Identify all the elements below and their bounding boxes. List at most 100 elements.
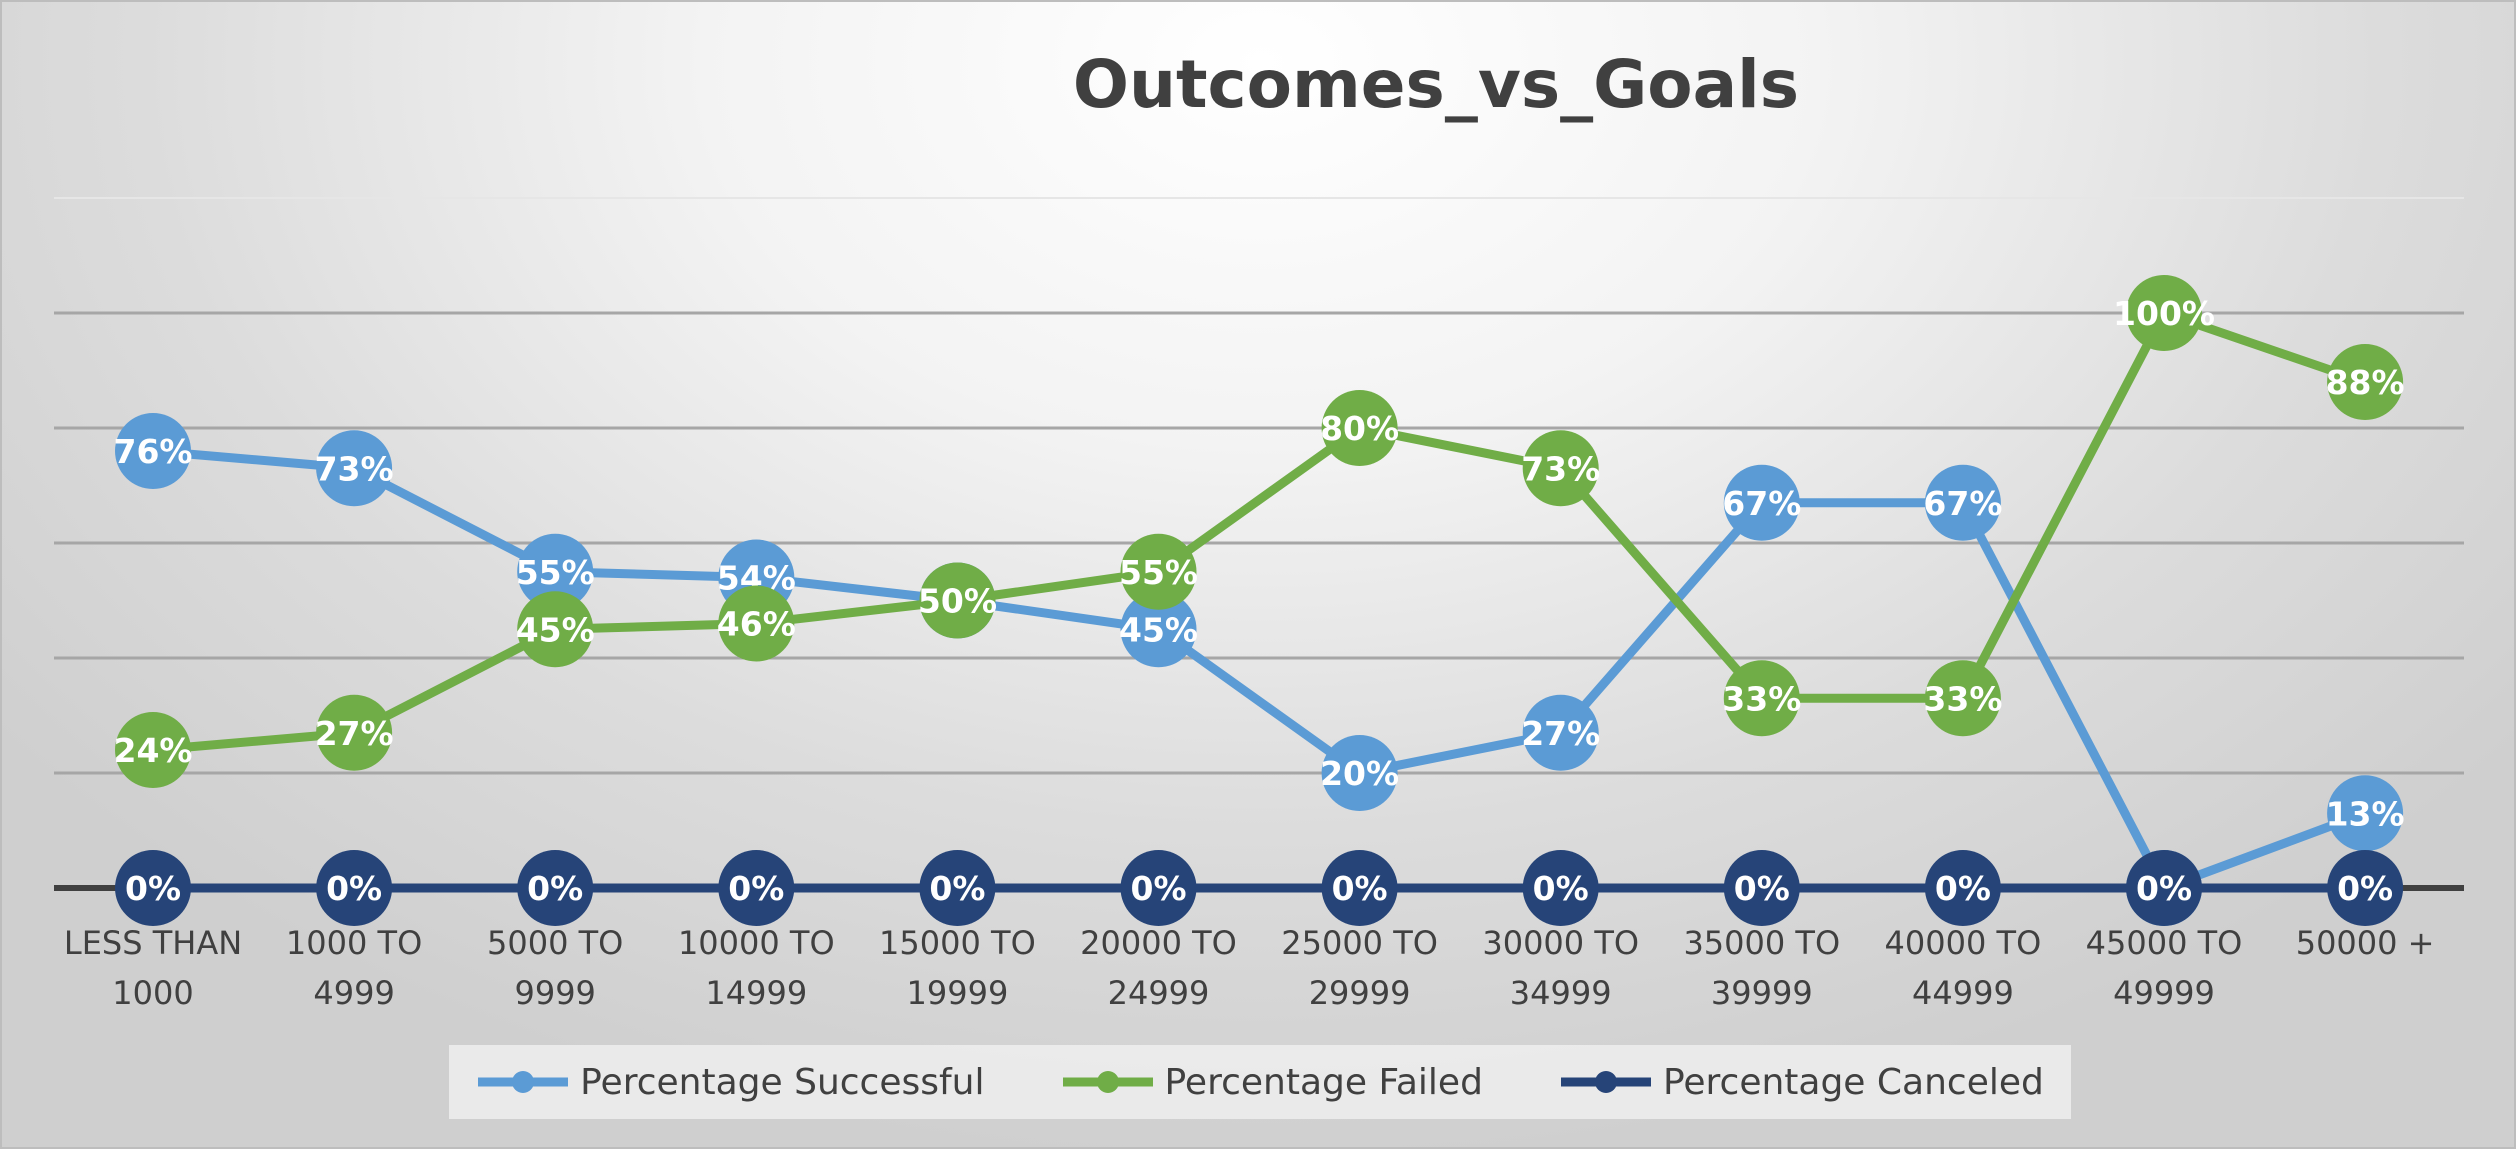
data-point xyxy=(718,585,795,662)
data-point xyxy=(1924,850,2001,926)
x-tick-label-line: 4999 xyxy=(313,974,394,1012)
legend-swatch xyxy=(478,1071,569,1093)
x-tick-label-line: 5000 TO xyxy=(487,924,623,962)
data-label: 33% xyxy=(1722,679,1801,718)
data-point xyxy=(517,850,594,926)
data-point xyxy=(1522,430,1599,507)
x-tick-label: 5000 TO 9999 xyxy=(487,924,623,1012)
x-tick-labels: LESS THAN 1000 1000 TO 4999 5000 TO 9999 10000… xyxy=(64,924,2435,1012)
plot-area: LESS THAN 1000 1000 TO 4999 5000 TO 9999 10000… xyxy=(54,197,2464,1012)
data-point xyxy=(1723,850,1800,926)
legend-entry: Percentage Failed xyxy=(1061,1062,1483,1103)
x-tick-label: 15000 TO 19999 xyxy=(879,924,1036,1012)
data-label: 0% xyxy=(527,869,583,908)
data-point xyxy=(517,591,594,668)
data-point xyxy=(115,413,191,489)
legend-swatch xyxy=(1062,1071,1153,1093)
x-tick-label-line: 19999 xyxy=(907,974,1009,1012)
legend-swatch-marker xyxy=(512,1071,535,1093)
x-tick-label-line: 10000 TO xyxy=(678,924,835,962)
data-point xyxy=(1120,850,1197,926)
series-percentage-successful: 76%73%55%54%50%45%20%27%67%67%0%13% xyxy=(114,413,2405,926)
x-tick-label-line: 34999 xyxy=(1510,974,1612,1012)
data-label: 0% xyxy=(929,869,985,908)
data-label: 0% xyxy=(1332,869,1388,908)
x-tick-label-line: 9999 xyxy=(514,974,595,1012)
data-label: 0% xyxy=(1935,869,1991,908)
x-tick-label: 30000 TO 34999 xyxy=(1482,924,1639,1012)
data-label: 27% xyxy=(1521,714,1600,753)
x-tick-label-line: LESS THAN xyxy=(64,924,242,962)
data-point xyxy=(1522,694,1599,771)
x-tick-label: 20000 TO 24999 xyxy=(1080,924,1237,1012)
data-label: 67% xyxy=(1722,484,1801,523)
series-percentage-canceled: 0% 0% 0% 0% 0% 0% 0% 0% 0% 0% 0% 0% xyxy=(115,850,2404,926)
data-label: 0% xyxy=(1533,869,1589,908)
legend: Percentage Successful Percentage Failed Pe… xyxy=(449,1045,2071,1119)
data-label: 0% xyxy=(1130,869,1186,908)
data-label: 27% xyxy=(315,714,394,753)
x-tick-label-line: 1000 TO xyxy=(286,924,422,962)
data-label: 45% xyxy=(1119,610,1198,649)
data-point xyxy=(316,694,393,771)
data-point xyxy=(517,533,594,610)
x-tick-label: 45000 TO 49999 xyxy=(2086,924,2243,1012)
data-point xyxy=(2327,344,2404,420)
data-point xyxy=(1120,591,1197,668)
data-label: 55% xyxy=(516,553,595,592)
data-label: 73% xyxy=(1521,449,1600,488)
series-percentage-failed: 24% 27% 45% 46% 50% 55% 80% 73% 33% 33% 100% 88% xyxy=(114,275,2405,788)
data-label: 0% xyxy=(2136,869,2192,908)
x-tick-label-line: 30000 TO xyxy=(1482,924,1639,962)
x-tick-label-line: 1000 xyxy=(112,974,193,1012)
data-point xyxy=(1321,390,1398,466)
data-label: 33% xyxy=(1923,679,2002,718)
data-point xyxy=(1522,850,1599,926)
x-tick-label-line: 39999 xyxy=(1711,974,1813,1012)
data-label: 45% xyxy=(516,610,595,649)
data-label: 13% xyxy=(2326,794,2405,833)
data-point xyxy=(1321,735,1398,811)
x-tick-label: 1000 TO 4999 xyxy=(286,924,422,1012)
x-tick-label-line: 40000 TO xyxy=(1885,924,2042,962)
legend-swatch-marker xyxy=(1096,1071,1119,1093)
data-point xyxy=(316,850,393,926)
x-tick-label-line: 45000 TO xyxy=(2086,924,2243,962)
x-tick-label: 35000 TO 39999 xyxy=(1683,924,1840,1012)
x-tick-label-line: 29999 xyxy=(1309,974,1411,1012)
data-label: 0% xyxy=(1734,869,1790,908)
x-tick-label-line: 49999 xyxy=(2113,974,2215,1012)
x-tick-label-line: 20000 TO xyxy=(1080,924,1237,962)
data-label: 24% xyxy=(114,731,193,770)
data-label: 50% xyxy=(918,582,997,621)
data-point xyxy=(1723,660,1800,737)
legend-label: Percentage Failed xyxy=(1164,1061,1483,1103)
data-label: 0% xyxy=(125,869,181,908)
x-tick-label: LESS THAN 1000 xyxy=(64,924,242,1012)
x-tick-label: 40000 TO 44999 xyxy=(1885,924,2042,1012)
x-tick-label-line: 35000 TO xyxy=(1683,924,1840,962)
x-tick-label: 50000 + xyxy=(2296,924,2435,962)
data-label: 0% xyxy=(2337,869,2393,908)
data-point xyxy=(1120,533,1197,610)
data-label: 73% xyxy=(315,449,394,488)
data-label: 80% xyxy=(1320,409,1399,448)
data-point xyxy=(2126,275,2202,351)
data-point xyxy=(1924,660,2001,737)
legend-entry: Percentage Successful xyxy=(476,1061,985,1103)
data-point xyxy=(718,850,795,926)
x-tick-label-line: 14999 xyxy=(705,974,807,1012)
data-label: 0% xyxy=(728,869,784,908)
x-tick-label: 10000 TO 14999 xyxy=(678,924,835,1012)
data-point xyxy=(2327,850,2404,926)
data-label: 67% xyxy=(1923,484,2002,523)
x-tick-label-line: 50000 + xyxy=(2296,924,2435,962)
legend-entry: Percentage Canceled xyxy=(1559,1062,2044,1103)
data-label: 46% xyxy=(717,605,796,644)
data-point xyxy=(1924,464,2001,541)
x-tick-label-line: 24999 xyxy=(1108,974,1210,1012)
data-point xyxy=(115,850,191,926)
x-tick-label-line: 25000 TO xyxy=(1281,924,1438,962)
legend-label: Percentage Successful xyxy=(580,1061,985,1103)
